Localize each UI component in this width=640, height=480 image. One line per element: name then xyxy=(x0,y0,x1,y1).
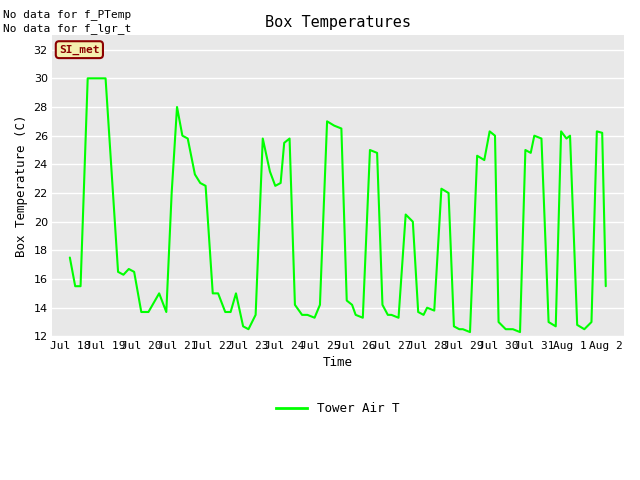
Text: No data for f_lgr_t: No data for f_lgr_t xyxy=(3,23,131,34)
Text: No data for f_PTemp: No data for f_PTemp xyxy=(3,9,131,20)
Legend: Tower Air T: Tower Air T xyxy=(271,397,404,420)
X-axis label: Time: Time xyxy=(323,356,353,369)
Y-axis label: Box Temperature (C): Box Temperature (C) xyxy=(15,115,28,257)
Title: Box Temperatures: Box Temperatures xyxy=(265,15,411,30)
Text: SI_met: SI_met xyxy=(59,45,100,55)
